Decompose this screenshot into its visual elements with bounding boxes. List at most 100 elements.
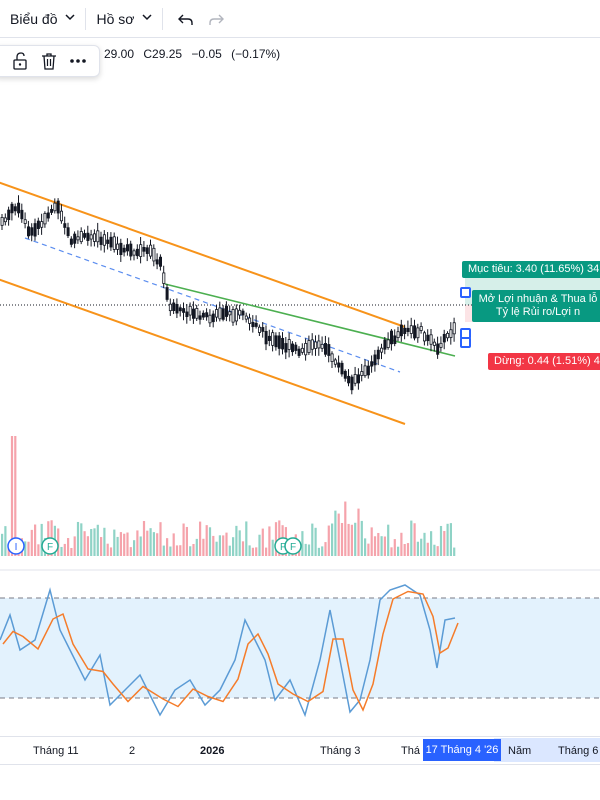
- candle: [446, 331, 450, 342]
- candle: [366, 360, 370, 379]
- candle: [30, 223, 34, 242]
- volume-bar: [109, 547, 113, 556]
- candle: [416, 323, 420, 343]
- volume-bar: [271, 539, 274, 556]
- volume-bar: [251, 547, 254, 556]
- marker-letter: F: [280, 542, 286, 553]
- volume-bar: [146, 530, 149, 556]
- volume-bar: [383, 536, 386, 556]
- candle: [208, 309, 212, 327]
- volume-bar: [390, 547, 393, 556]
- target-label[interactable]: Mục tiêu: 3.40 (11.65%) 34: [462, 261, 600, 278]
- candle: [413, 319, 417, 341]
- candle: [188, 302, 192, 321]
- volume-bar: [179, 545, 182, 556]
- volume-bar: [232, 537, 235, 556]
- target-handle[interactable]: [460, 287, 471, 298]
- candle: [215, 304, 219, 322]
- candle: [350, 374, 354, 395]
- unlock-button[interactable]: [8, 49, 32, 73]
- chart-canvas[interactable]: I F F F: [0, 38, 600, 736]
- chart-menu-button[interactable]: Biểu đồ: [0, 0, 85, 38]
- more-options-button[interactable]: [66, 49, 90, 73]
- candle: [40, 213, 44, 235]
- stop-handle[interactable]: [460, 337, 471, 348]
- more-icon: [70, 59, 87, 63]
- volume-bar: [1, 533, 4, 556]
- candle: [436, 336, 440, 359]
- candle: [287, 332, 291, 358]
- undo-button[interactable]: [171, 0, 201, 38]
- event-marker[interactable]: F: [284, 537, 302, 555]
- volume-bar: [60, 546, 63, 556]
- candle: [277, 332, 281, 356]
- volume-bar: [228, 545, 231, 556]
- candle: [66, 222, 70, 239]
- event-marker[interactable]: I: [7, 537, 25, 555]
- profile-menu-button[interactable]: Hồ sơ: [86, 0, 162, 38]
- candle: [96, 222, 100, 248]
- volume-bar: [436, 546, 439, 556]
- candle: [69, 236, 73, 248]
- volume-bar: [314, 527, 317, 556]
- volume-bar: [265, 547, 268, 556]
- chart-menu-label: Biểu đồ: [10, 10, 58, 27]
- time-tick: Thá: [401, 745, 420, 757]
- volume-bar: [327, 525, 330, 556]
- profile-menu-label: Hồ sơ: [96, 10, 135, 27]
- candle: [426, 329, 430, 346]
- candle: [403, 324, 407, 340]
- channel-lower-line[interactable]: [0, 278, 406, 425]
- candle: [320, 336, 324, 352]
- volume-bar: [406, 543, 410, 556]
- marker-letter: F: [47, 542, 53, 553]
- candle: [129, 240, 133, 261]
- volume-bar: [152, 532, 155, 556]
- volume-bar: [175, 545, 179, 556]
- delete-button[interactable]: [37, 49, 61, 73]
- volume-bar: [40, 523, 43, 556]
- redo-icon: [209, 14, 225, 25]
- event-marker[interactable]: F: [41, 537, 59, 555]
- candle: [3, 213, 7, 226]
- candle: [244, 312, 248, 323]
- channel-upper-line[interactable]: [0, 181, 406, 328]
- candle: [93, 229, 97, 247]
- volume-bar: [426, 542, 429, 556]
- candle: [162, 265, 166, 289]
- candle: [360, 363, 364, 382]
- candle: [271, 329, 275, 352]
- candle: [10, 201, 14, 221]
- volume-bar: [119, 532, 122, 556]
- volume-bar: [27, 541, 30, 556]
- volume-bar: [215, 541, 218, 556]
- volume-bar: [268, 526, 271, 556]
- volume-bar: [377, 532, 380, 556]
- time-axis[interactable]: Tháng 11 2 2026 Tháng 3 Thá Năm Tháng 6 …: [0, 736, 600, 764]
- candle: [231, 306, 235, 326]
- candle: [257, 324, 261, 336]
- volume-bar: [387, 524, 390, 556]
- redo-button[interactable]: [201, 0, 231, 38]
- stop-label[interactable]: Dừng: 0.44 (1.51%) 4: [488, 353, 600, 370]
- volume-bar: [380, 536, 383, 556]
- volume-bar: [172, 533, 175, 556]
- volume-bar: [159, 522, 162, 556]
- volume-bar: [357, 508, 360, 556]
- channel-median-line: [24, 237, 401, 373]
- candle: [449, 322, 453, 345]
- position-info-box[interactable]: Mở Lợi nhuận & Thua lỗ Tỷ lệ Rủi ro/Lợi …: [472, 290, 600, 322]
- candle: [347, 369, 351, 387]
- volume-bar: [189, 546, 192, 556]
- trendline[interactable]: [164, 283, 456, 357]
- volume-bar: [413, 523, 416, 556]
- candle: [63, 216, 67, 235]
- volume-bar: [218, 535, 221, 556]
- volume-group: [1, 436, 456, 556]
- volume-bar: [116, 536, 119, 556]
- candle: [56, 198, 60, 220]
- candle: [149, 239, 153, 259]
- volume-bar: [344, 501, 347, 556]
- candle: [234, 304, 238, 326]
- volume-bar: [274, 522, 278, 556]
